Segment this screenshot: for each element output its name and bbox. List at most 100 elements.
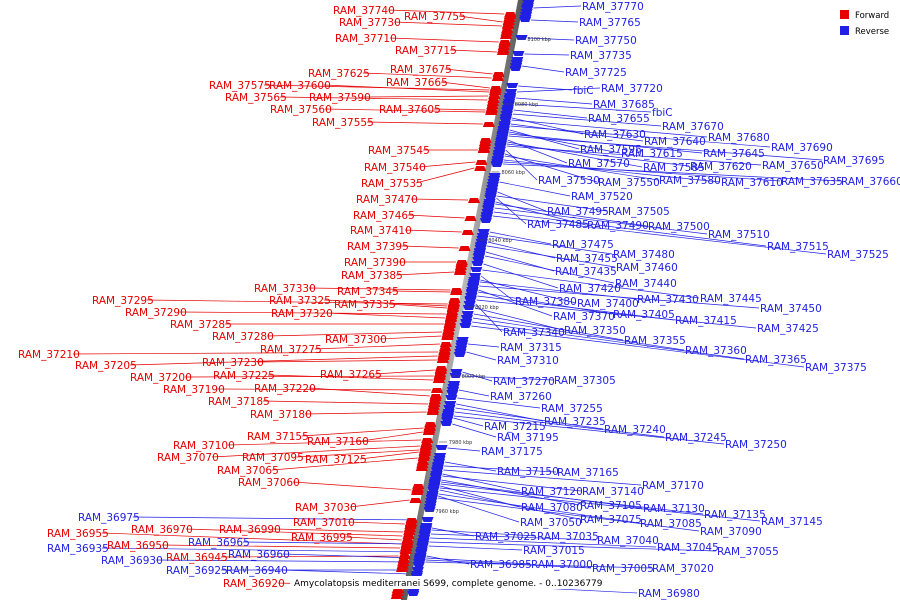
reverse-gene-label[interactable]: RAM_37365: [745, 354, 807, 366]
forward-gene-label[interactable]: RAM_37065: [217, 465, 279, 477]
reverse-gene-label[interactable]: RAM_37020: [652, 563, 714, 575]
forward-gene-label[interactable]: RAM_37600: [269, 80, 331, 92]
reverse-gene-label[interactable]: RAM_36960: [228, 549, 290, 561]
forward-gene-label[interactable]: RAM_37210: [18, 349, 80, 361]
forward-gene-label[interactable]: RAM_37560: [270, 104, 332, 116]
forward-gene-label[interactable]: RAM_37665: [386, 77, 448, 89]
forward-gene-label[interactable]: RAM_37675: [390, 64, 452, 76]
forward-gene-label[interactable]: RAM_37335: [334, 299, 396, 311]
forward-gene-label[interactable]: RAM_37555: [312, 117, 374, 129]
reverse-gene-label[interactable]: RAM_37720: [601, 83, 663, 95]
reverse-gene-label[interactable]: RAM_37430: [637, 294, 699, 306]
reverse-gene-label[interactable]: RAM_36940: [226, 565, 288, 577]
forward-gene-label[interactable]: RAM_37395: [347, 241, 409, 253]
reverse-gene-label[interactable]: RAM_37435: [555, 266, 617, 278]
gene-labels[interactable]: RAM_37740 RAM_37755RAM_37730RAM_37710RAM_…: [18, 1, 900, 600]
forward-gene-label[interactable]: RAM_37470: [356, 194, 418, 206]
reverse-gene-label[interactable]: RAM_37685: [593, 99, 655, 111]
reverse-gene-label[interactable]: RAM_37595: [580, 144, 642, 156]
forward-gene-label[interactable]: RAM_37320: [271, 308, 333, 320]
forward-gene-label[interactable]: RAM_37220: [254, 383, 316, 395]
reverse-gene-label[interactable]: RAM_37510: [708, 229, 770, 241]
forward-gene-label[interactable]: RAM_37100: [173, 440, 235, 452]
reverse-gene-label[interactable]: RAM_37025: [475, 531, 537, 543]
forward-gene-label[interactable]: RAM_36945: [166, 552, 228, 564]
reverse-gene-label[interactable]: RAM_37260: [490, 391, 552, 403]
reverse-gene-label[interactable]: RAM_37370: [553, 311, 615, 323]
forward-gene-label[interactable]: RAM_37465: [353, 210, 415, 222]
reverse-gene-label[interactable]: RAM_37650: [762, 160, 824, 172]
reverse-gene-label[interactable]: RAM_37485: [527, 219, 589, 231]
reverse-gene-label[interactable]: RAM_37175: [481, 446, 543, 458]
forward-gene-label[interactable]: RAM_37300: [325, 334, 387, 346]
reverse-gene-label[interactable]: RAM_37150: [497, 466, 559, 478]
reverse-gene-label[interactable]: RAM_37340: [503, 327, 565, 339]
forward-gene-label[interactable]: RAM_36995: [291, 532, 353, 544]
forward-gene-label[interactable]: RAM_37190: [163, 384, 225, 396]
reverse-gene-label[interactable]: RAM_37055: [717, 546, 779, 558]
reverse-gene-label[interactable]: RAM_37120: [521, 486, 583, 498]
reverse-gene-label[interactable]: RAM_37240: [604, 424, 666, 436]
forward-gene-label[interactable]: RAM_37285: [170, 319, 232, 331]
reverse-gene-label[interactable]: RAM_37735: [570, 50, 632, 62]
forward-gene-label[interactable]: RAM_37265: [320, 369, 382, 381]
reverse-gene-label[interactable]: RAM_37215: [484, 421, 546, 433]
reverse-gene-label[interactable]: RAM_37375: [805, 362, 867, 374]
forward-gene-label[interactable]: RAM_37125: [305, 454, 367, 466]
reverse-gene-label[interactable]: RAM_37505: [608, 206, 670, 218]
reverse-gene-label[interactable]: RAM_37750: [575, 35, 637, 47]
forward-gene-label[interactable]: RAM_37575: [209, 80, 271, 92]
reverse-gene-label[interactable]: RAM_37450: [760, 303, 822, 315]
reverse-gene-label[interactable]: RAM_37145: [761, 516, 823, 528]
reverse-gene-label[interactable]: RAM_37680: [708, 132, 770, 144]
reverse-gene-label[interactable]: RAM_37080: [521, 502, 583, 514]
forward-gene-label[interactable]: RAM_37200: [130, 372, 192, 384]
reverse-gene-label[interactable]: RAM_37585: [643, 162, 705, 174]
reverse-gene-label[interactable]: RAM_37140: [582, 486, 644, 498]
reverse-gene-label[interactable]: RAM_37090: [700, 526, 762, 538]
reverse-gene-label[interactable]: RAM_36925: [166, 565, 228, 577]
reverse-gene-label[interactable]: RAM_37690: [771, 142, 833, 154]
forward-gene-label[interactable]: RAM_36920: [223, 578, 285, 590]
reverse-gene-label[interactable]: RAM_37640: [644, 136, 706, 148]
reverse-gene-label[interactable]: RAM_37050: [520, 517, 582, 529]
reverse-gene-label[interactable]: RAM_36980: [638, 588, 700, 600]
forward-gene-label[interactable]: RAM_37345: [337, 286, 399, 298]
forward-gene-label[interactable]: RAM_37410: [350, 225, 412, 237]
reverse-gene-label[interactable]: RAM_37580: [659, 175, 721, 187]
reverse-gene-label[interactable]: RAM_37045: [657, 542, 719, 554]
reverse-gene-label[interactable]: RAM_37495: [547, 206, 609, 218]
reverse-gene-label[interactable]: RAM_37695: [823, 155, 885, 167]
forward-gene-label[interactable]: RAM_37060: [238, 477, 300, 489]
forward-gene-label[interactable]: RAM_36990: [219, 524, 281, 536]
reverse-gene-label[interactable]: RAM_37305: [554, 375, 616, 387]
forward-gene-label[interactable]: RAM_37710: [335, 33, 397, 45]
reverse-gene-label[interactable]: RAM_37380: [515, 296, 577, 308]
forward-gene-label[interactable]: RAM_37590: [309, 92, 371, 104]
forward-gene-label[interactable]: RAM_37185: [208, 396, 270, 408]
reverse-gene-label[interactable]: RAM_36930: [101, 555, 163, 567]
reverse-gene-label[interactable]: RAM_37405: [613, 309, 675, 321]
reverse-gene-label[interactable]: RAM_37530: [538, 175, 600, 187]
forward-gene-label[interactable]: RAM_37070: [157, 452, 219, 464]
reverse-gene-label[interactable]: RAM_37310: [497, 355, 559, 367]
forward-gene-label[interactable]: RAM_37330: [254, 283, 316, 295]
reverse-gene-label[interactable]: RAM_37400: [577, 298, 639, 310]
forward-gene-label[interactable]: RAM_37095: [242, 452, 304, 464]
reverse-gene-label[interactable]: RAM_37005: [592, 563, 654, 575]
reverse-gene-label[interactable]: RAM_37040: [597, 535, 659, 547]
forward-gene-label[interactable]: RAM_37010: [293, 517, 355, 529]
reverse-gene-label[interactable]: RAM_37350: [564, 325, 626, 337]
reverse-gene-label[interactable]: RAM_37035: [537, 531, 599, 543]
forward-gene-label[interactable]: RAM_37625: [308, 68, 370, 80]
forward-gene-label[interactable]: RAM_37740: [333, 5, 395, 17]
reverse-gene-label[interactable]: RAM_37620: [690, 161, 752, 173]
reverse-gene-label[interactable]: RAM_37315: [500, 342, 562, 354]
forward-gene-label[interactable]: RAM_36950: [107, 540, 169, 552]
forward-gene-label[interactable]: RAM_36955: [47, 528, 109, 540]
forward-gene-label[interactable]: RAM_37225: [213, 370, 275, 382]
reverse-gene-label[interactable]: RAM_36965: [188, 537, 250, 549]
reverse-gene-label[interactable]: RAM_37645: [703, 148, 765, 160]
forward-gene-label[interactable]: RAM_37030: [295, 502, 357, 514]
forward-gene-label[interactable]: RAM_37230: [202, 357, 264, 369]
